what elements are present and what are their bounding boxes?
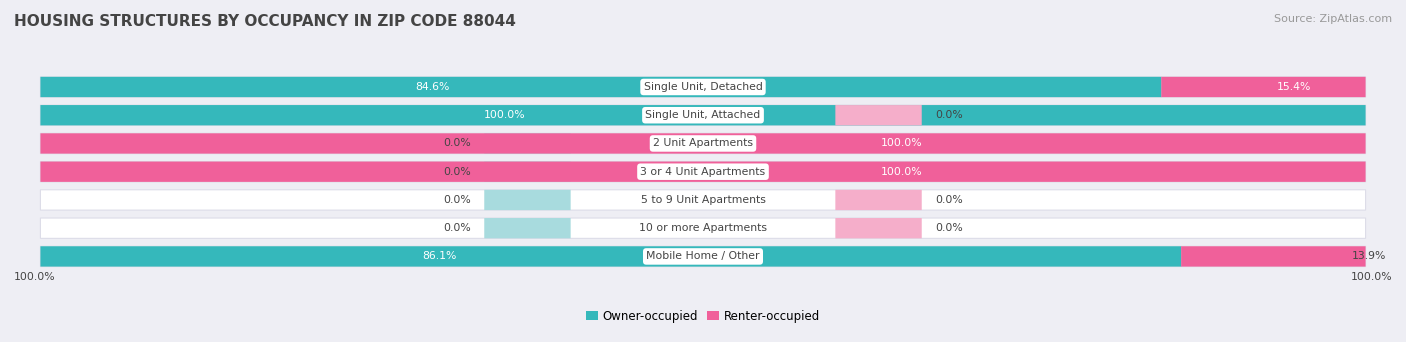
Text: 15.4%: 15.4% (1277, 82, 1312, 92)
Text: 100.0%: 100.0% (484, 110, 524, 120)
Text: 0.0%: 0.0% (443, 223, 471, 233)
Text: 13.9%: 13.9% (1353, 251, 1386, 261)
Text: Mobile Home / Other: Mobile Home / Other (647, 251, 759, 261)
FancyBboxPatch shape (484, 161, 571, 182)
FancyBboxPatch shape (484, 218, 571, 238)
Text: Single Unit, Attached: Single Unit, Attached (645, 110, 761, 120)
Text: 0.0%: 0.0% (443, 167, 471, 177)
Text: Single Unit, Detached: Single Unit, Detached (644, 82, 762, 92)
FancyBboxPatch shape (41, 246, 1365, 267)
Text: 0.0%: 0.0% (935, 110, 963, 120)
FancyBboxPatch shape (41, 77, 1161, 97)
Text: 100.0%: 100.0% (882, 167, 922, 177)
FancyBboxPatch shape (41, 218, 1365, 238)
FancyBboxPatch shape (41, 77, 1365, 97)
Text: 0.0%: 0.0% (443, 195, 471, 205)
FancyBboxPatch shape (41, 161, 1365, 182)
Legend: Owner-occupied, Renter-occupied: Owner-occupied, Renter-occupied (586, 310, 820, 323)
FancyBboxPatch shape (484, 133, 571, 154)
Text: 86.1%: 86.1% (423, 251, 457, 261)
Text: 0.0%: 0.0% (443, 139, 471, 148)
Text: 2 Unit Apartments: 2 Unit Apartments (652, 139, 754, 148)
FancyBboxPatch shape (41, 246, 1181, 267)
FancyBboxPatch shape (41, 105, 1365, 126)
FancyBboxPatch shape (41, 105, 1365, 126)
FancyBboxPatch shape (41, 133, 1365, 154)
FancyBboxPatch shape (41, 190, 1365, 210)
Text: 100.0%: 100.0% (1350, 272, 1392, 282)
Text: 100.0%: 100.0% (882, 139, 922, 148)
Text: HOUSING STRUCTURES BY OCCUPANCY IN ZIP CODE 88044: HOUSING STRUCTURES BY OCCUPANCY IN ZIP C… (14, 14, 516, 29)
FancyBboxPatch shape (41, 133, 1365, 154)
Text: 3 or 4 Unit Apartments: 3 or 4 Unit Apartments (641, 167, 765, 177)
Text: 0.0%: 0.0% (935, 195, 963, 205)
FancyBboxPatch shape (1161, 77, 1365, 97)
FancyBboxPatch shape (1181, 246, 1365, 267)
FancyBboxPatch shape (484, 190, 571, 210)
Text: 84.6%: 84.6% (416, 82, 450, 92)
Text: Source: ZipAtlas.com: Source: ZipAtlas.com (1274, 14, 1392, 24)
Text: 5 to 9 Unit Apartments: 5 to 9 Unit Apartments (641, 195, 765, 205)
Text: 0.0%: 0.0% (935, 223, 963, 233)
Text: 100.0%: 100.0% (14, 272, 56, 282)
FancyBboxPatch shape (835, 190, 922, 210)
FancyBboxPatch shape (41, 161, 1365, 182)
Text: 10 or more Apartments: 10 or more Apartments (638, 223, 768, 233)
FancyBboxPatch shape (835, 218, 922, 238)
FancyBboxPatch shape (835, 105, 922, 126)
